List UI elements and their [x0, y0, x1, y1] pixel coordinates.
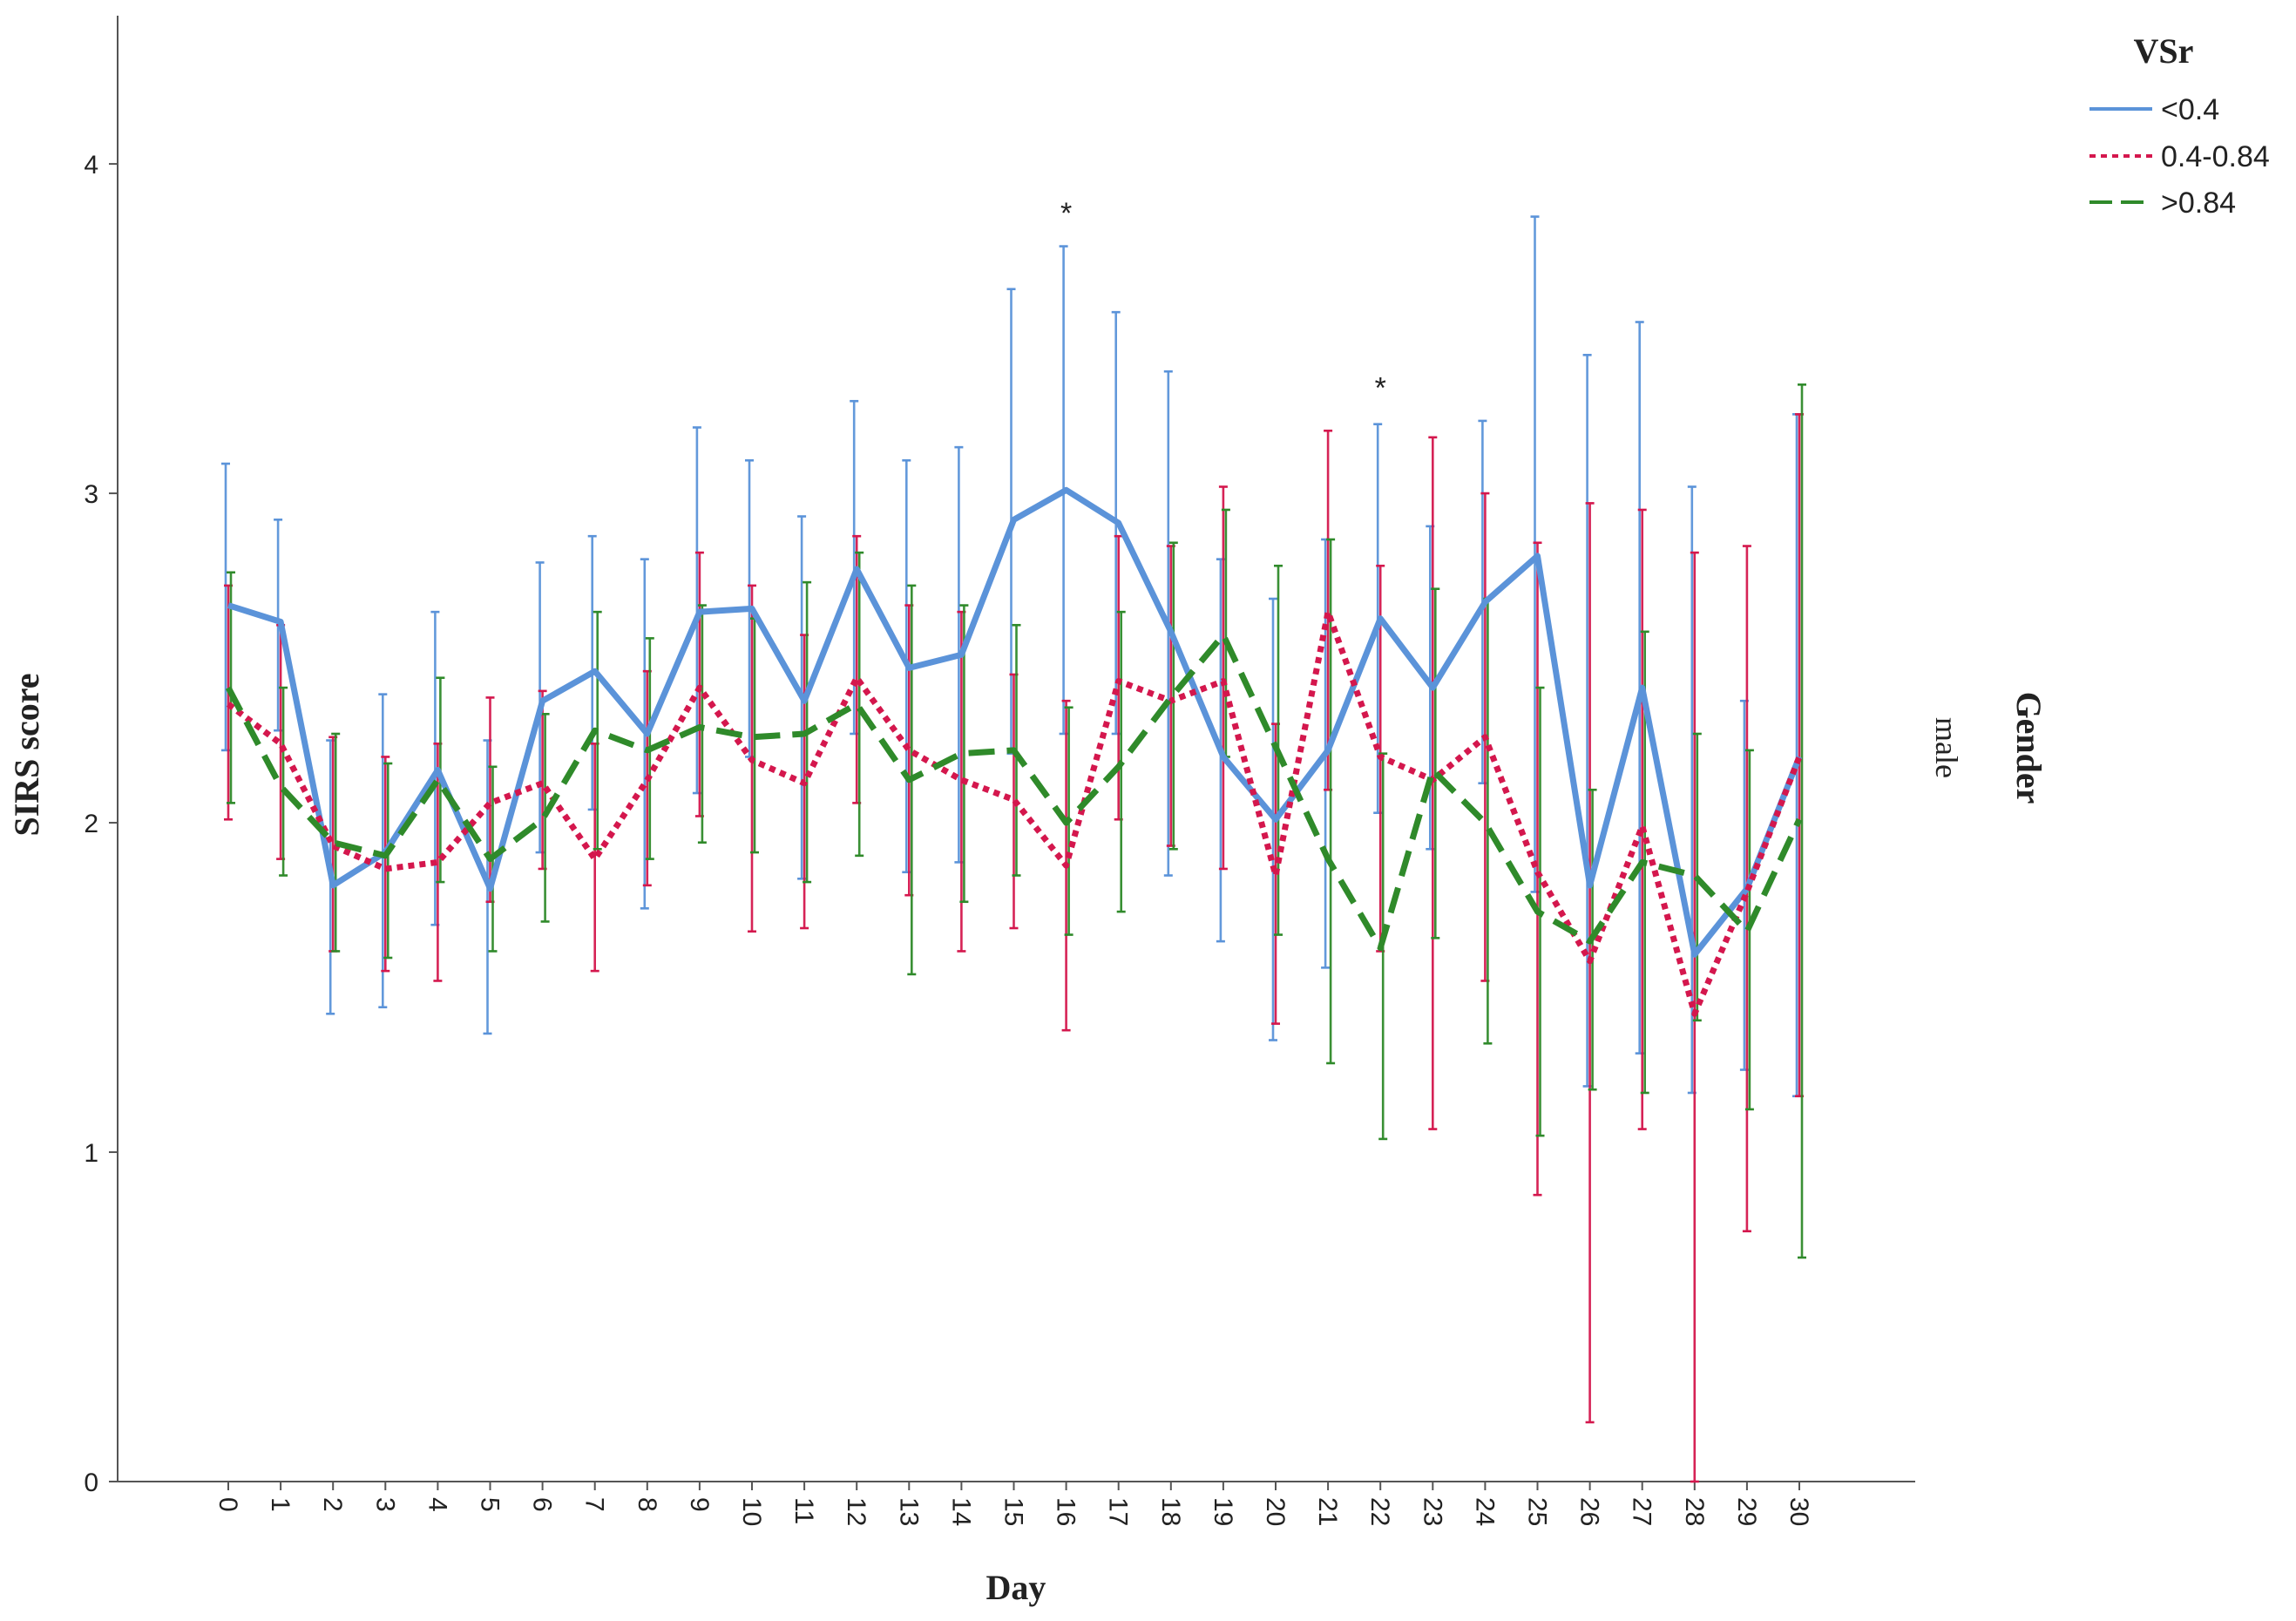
- legend: VSr <0.4 0.4-0.84 >0.84: [2089, 31, 2270, 220]
- x-tick-label: 24: [1470, 1497, 1499, 1526]
- plot-frame: [117, 16, 1915, 1482]
- x-axis-title: Day: [986, 1568, 1046, 1607]
- legend-label-0.4-0.84: 0.4-0.84: [2161, 140, 2270, 173]
- x-tick-label: 17: [1104, 1497, 1133, 1526]
- x-tick-label: 14: [946, 1497, 975, 1526]
- x-tick-label: 30: [1785, 1497, 1813, 1526]
- x-tick-label: 0: [213, 1497, 242, 1512]
- panel-strip: Gender male: [1929, 692, 2049, 804]
- x-tick-label: 18: [1156, 1497, 1185, 1526]
- y-axis-title: SIRS score: [7, 673, 46, 836]
- x-tick-label: 19: [1209, 1497, 1237, 1526]
- x-tick-label: 23: [1418, 1497, 1446, 1526]
- series-lines: [225, 486, 1803, 1017]
- x-tick-label: 29: [1732, 1497, 1761, 1526]
- x-tick-label: 9: [685, 1497, 714, 1512]
- x-tick-label: 1: [266, 1497, 295, 1512]
- panel-strip-title: Gender: [2009, 692, 2049, 804]
- y-axis-ticks: 0 1 2 3 4: [84, 151, 118, 1497]
- legend-label-gt-0.84: >0.84: [2161, 187, 2236, 220]
- x-tick-label: 3: [370, 1497, 399, 1512]
- panel-strip-value: male: [1929, 717, 1964, 778]
- x-tick-label: 10: [737, 1497, 766, 1526]
- x-tick-label: 20: [1261, 1497, 1290, 1526]
- series-line-0: [227, 486, 1803, 958]
- x-tick-label: 4: [423, 1497, 451, 1512]
- series-line-2: [225, 632, 1803, 952]
- x-tick-label: 5: [476, 1497, 505, 1512]
- x-axis-ticks: 0 1 2 3 4 5 6 7 8 9 10 11 12 13 14 15 16 17 18 19 20 21 22 23 24…: [213, 1482, 1813, 1526]
- x-tick-label: 12: [842, 1497, 870, 1526]
- y-tick-label: 2: [84, 810, 98, 838]
- x-tick-label: 16: [1052, 1497, 1080, 1526]
- y-tick-label: 3: [84, 480, 98, 509]
- significance-markers: **: [1060, 197, 1386, 404]
- legend-label-lt-0.4: <0.4: [2161, 93, 2219, 126]
- x-tick-label: 7: [580, 1497, 609, 1512]
- x-tick-label: 8: [633, 1497, 661, 1512]
- x-tick-label: 28: [1680, 1497, 1709, 1526]
- x-tick-label: 15: [999, 1497, 1028, 1526]
- x-tick-label: 26: [1575, 1497, 1604, 1526]
- x-tick-label: 21: [1313, 1497, 1342, 1526]
- significance-star: *: [1375, 371, 1386, 404]
- x-tick-label: 13: [894, 1497, 923, 1526]
- series-line-1: [226, 608, 1803, 1017]
- error-bars: [221, 215, 1806, 1483]
- x-tick-label: 25: [1523, 1497, 1552, 1526]
- x-tick-label: 11: [789, 1497, 818, 1524]
- significance-star: *: [1060, 197, 1072, 230]
- y-tick-label: 1: [84, 1139, 98, 1168]
- x-tick-label: 27: [1628, 1497, 1656, 1526]
- legend-title: VSr: [2134, 31, 2194, 71]
- x-tick-label: 2: [318, 1497, 347, 1512]
- x-tick-label: 6: [528, 1497, 557, 1512]
- y-tick-label: 0: [84, 1468, 98, 1497]
- y-tick-label: 4: [84, 151, 98, 180]
- x-tick-label: 22: [1365, 1497, 1394, 1526]
